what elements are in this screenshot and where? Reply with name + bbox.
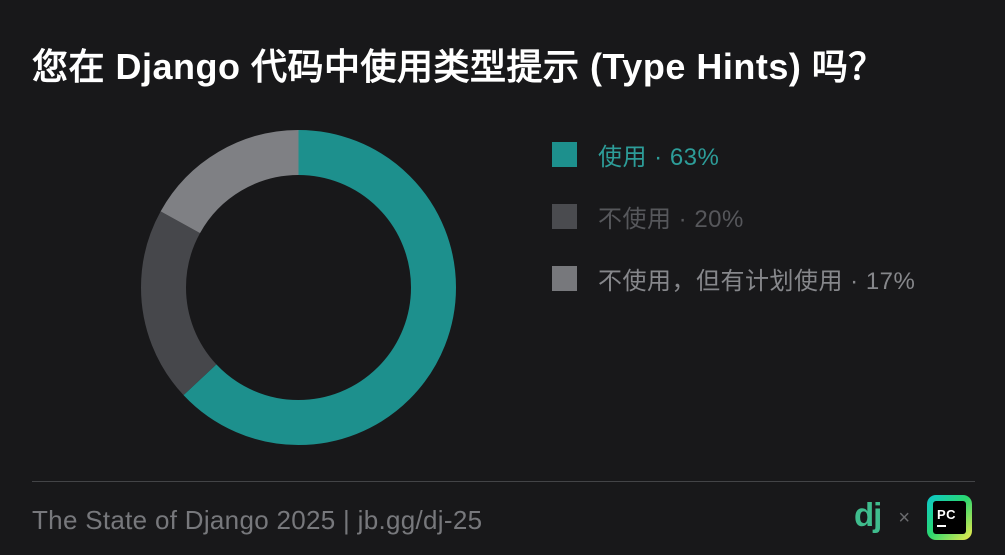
page-title: 您在 Django 代码中使用类型提示 (Type Hints) 吗？ xyxy=(32,46,885,87)
legend-label: 使用 · 63% xyxy=(598,143,720,171)
pycharm-logo-inner: PC xyxy=(933,501,966,534)
chart-legend: 使用 · 63% 不使用 · 20% 不使用，但有计划使用 · 17% xyxy=(552,141,915,295)
legend-item-use: 使用 · 63% xyxy=(552,141,915,171)
pycharm-logo-icon: PC xyxy=(927,495,972,540)
footer-logos: dj × PC xyxy=(854,495,972,540)
legend-swatch xyxy=(552,141,577,167)
donut-segment-2 xyxy=(141,130,456,445)
legend-item-plan-to-use: 不使用，但有计划使用 · 17% xyxy=(552,265,915,295)
legend-label: 不使用 · 20% xyxy=(598,205,744,233)
legend-label: 不使用，但有计划使用 · 17% xyxy=(598,267,916,295)
footer-divider xyxy=(32,481,975,482)
pycharm-logo-underscore xyxy=(937,524,946,528)
donut-segment-1 xyxy=(141,130,456,445)
legend-swatch xyxy=(552,265,577,291)
pycharm-logo-text: PC xyxy=(937,506,957,522)
multiply-separator-icon: × xyxy=(898,506,910,529)
legend-swatch xyxy=(552,203,577,229)
django-logo: dj xyxy=(853,496,882,533)
footer-source-text: The State of Django 2025 | jb.gg/dj-25 xyxy=(32,505,483,535)
donut-chart xyxy=(141,130,456,445)
legend-item-no-use: 不使用 · 20% xyxy=(552,203,915,233)
